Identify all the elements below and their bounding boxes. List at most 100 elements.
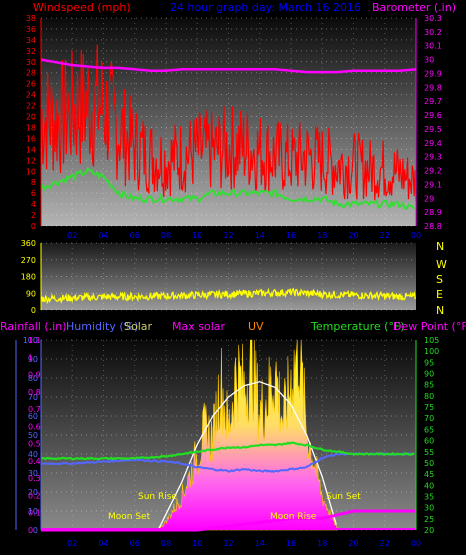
- temp-tick: 50: [424, 459, 434, 468]
- temp-tick: 35: [424, 492, 434, 501]
- wind-x-tick: 22: [380, 231, 390, 240]
- axis-layer: 0246810121416182022242628303234363828.82…: [15, 14, 442, 548]
- wind-tick: 24: [26, 91, 36, 100]
- temp-tick: 75: [424, 403, 434, 412]
- date-title: 24 hour graph day: March 16 2016: [170, 1, 361, 14]
- baro-tick: 29.7: [424, 97, 442, 106]
- wind-x-tick: 18: [317, 231, 327, 240]
- wind-x-tick: 16: [286, 231, 296, 240]
- baro-tick: 29.5: [424, 125, 442, 134]
- wind-tick: 28: [26, 69, 36, 78]
- temperature-title: Temperature (°F): [310, 320, 405, 333]
- temp-tick: 105: [424, 336, 439, 345]
- compass-n-top: N: [436, 240, 444, 253]
- baro-tick: 30: [424, 56, 434, 65]
- wind-tick: 34: [26, 36, 36, 45]
- baro-tick: 29.6: [424, 111, 442, 120]
- compass-w: W: [436, 258, 447, 271]
- temperature-line: [40, 441, 415, 461]
- moonrise-label: Moon Rise: [270, 512, 317, 522]
- moonset-label: Moon Set: [108, 512, 151, 522]
- baro-tick: 28.9: [424, 208, 442, 217]
- dewpoint-title: Dew Point (°F): [393, 320, 466, 333]
- humidity-tick: 30: [28, 469, 38, 478]
- windspeed-line: [40, 44, 417, 202]
- humidity-tick: 50: [28, 431, 38, 440]
- rain-tick: 0.5: [28, 440, 41, 449]
- series-layer: [40, 44, 417, 532]
- temp-tick: 45: [424, 470, 434, 479]
- wind-tick: 0: [31, 222, 36, 231]
- wind-tick: 10: [26, 167, 36, 176]
- wind-tick: 16: [26, 134, 36, 143]
- wind-x-tick: 04: [98, 231, 108, 240]
- humidity-tick: 40: [28, 450, 38, 459]
- rainfall-title: Rainfall (.in): [0, 320, 67, 333]
- dir-tick: 270: [21, 256, 36, 265]
- temp-tick: 60: [424, 437, 434, 446]
- solar-x-tick: 04: [98, 539, 108, 548]
- maxsolar-title: Max solar: [172, 320, 225, 333]
- wind-tick: 32: [26, 47, 36, 56]
- humidity-tick: 10: [28, 507, 38, 516]
- wind-direction-line: [40, 287, 416, 305]
- compass-e: E: [436, 288, 443, 301]
- humidity-tick: 20: [28, 488, 38, 497]
- wind-tick: 14: [26, 145, 36, 154]
- rain-tick: 1: [28, 353, 33, 362]
- windspeed-title: Windspeed (mph): [33, 1, 131, 14]
- baro-tick: 30.3: [424, 14, 442, 23]
- solar-x-tick: 22: [380, 539, 390, 548]
- barometer-title: Barometer (.in): [372, 1, 456, 14]
- dir-tick: 180: [21, 273, 36, 282]
- temp-tick: 55: [424, 448, 434, 457]
- humidity-tick: 60: [28, 412, 38, 421]
- rain-tick: 0.8: [28, 388, 41, 397]
- compass-s: S: [436, 273, 443, 286]
- wind-tick: 30: [26, 58, 36, 67]
- rain-tick: 0: [28, 526, 33, 535]
- solar-x-tick: 14: [255, 539, 265, 548]
- solar-x-tick: 06: [130, 539, 140, 548]
- wind-tick: 4: [31, 200, 36, 209]
- temp-tick: 90: [424, 370, 434, 379]
- rain-tick: 0.4: [28, 457, 41, 466]
- humidity-tick: 70: [28, 393, 38, 402]
- humidity-tick: 100: [23, 336, 38, 345]
- baro-tick: 29.4: [424, 139, 442, 148]
- wind-tick: 20: [26, 113, 36, 122]
- rain-tick: 0.6: [28, 422, 41, 431]
- solar-x-tick: 18: [317, 539, 327, 548]
- dir-tick: 360: [21, 239, 36, 248]
- wind-x-tick: 12: [223, 231, 233, 240]
- baro-tick: 30.2: [424, 28, 442, 37]
- rain-tick: 0.1: [28, 509, 41, 518]
- solar-x-tick: 16: [286, 539, 296, 548]
- wind-tick: 36: [26, 25, 36, 34]
- wind-x-tick: 06: [130, 231, 140, 240]
- wind-x-tick: 10: [192, 231, 202, 240]
- solar-x-tick: 12: [223, 539, 233, 548]
- wind-x-tick: 08: [161, 231, 171, 240]
- temp-tick: 40: [424, 481, 434, 490]
- solar-x-tick: 02: [67, 539, 77, 548]
- wind-tick: 8: [31, 178, 36, 187]
- wind-tick: 22: [26, 102, 36, 111]
- wind-x-tick: 20: [348, 231, 358, 240]
- solar-x-tick: 08: [161, 539, 171, 548]
- compass-n-bottom: N: [436, 304, 444, 317]
- temp-tick: 30: [424, 504, 434, 513]
- humidity-tick: 0: [33, 526, 38, 535]
- temp-tick: 65: [424, 425, 434, 434]
- baro-tick: 29: [424, 194, 434, 203]
- wind-tick: 12: [26, 156, 36, 165]
- solar-x-tick: 20: [348, 539, 358, 548]
- rain-tick: 0.2: [28, 491, 41, 500]
- wind-tick: 26: [26, 80, 36, 89]
- rain-tick: 0.3: [28, 474, 41, 483]
- wind-x-tick: 02: [67, 231, 77, 240]
- avg-wind-line: [40, 166, 415, 211]
- uv-title: UV: [248, 320, 264, 333]
